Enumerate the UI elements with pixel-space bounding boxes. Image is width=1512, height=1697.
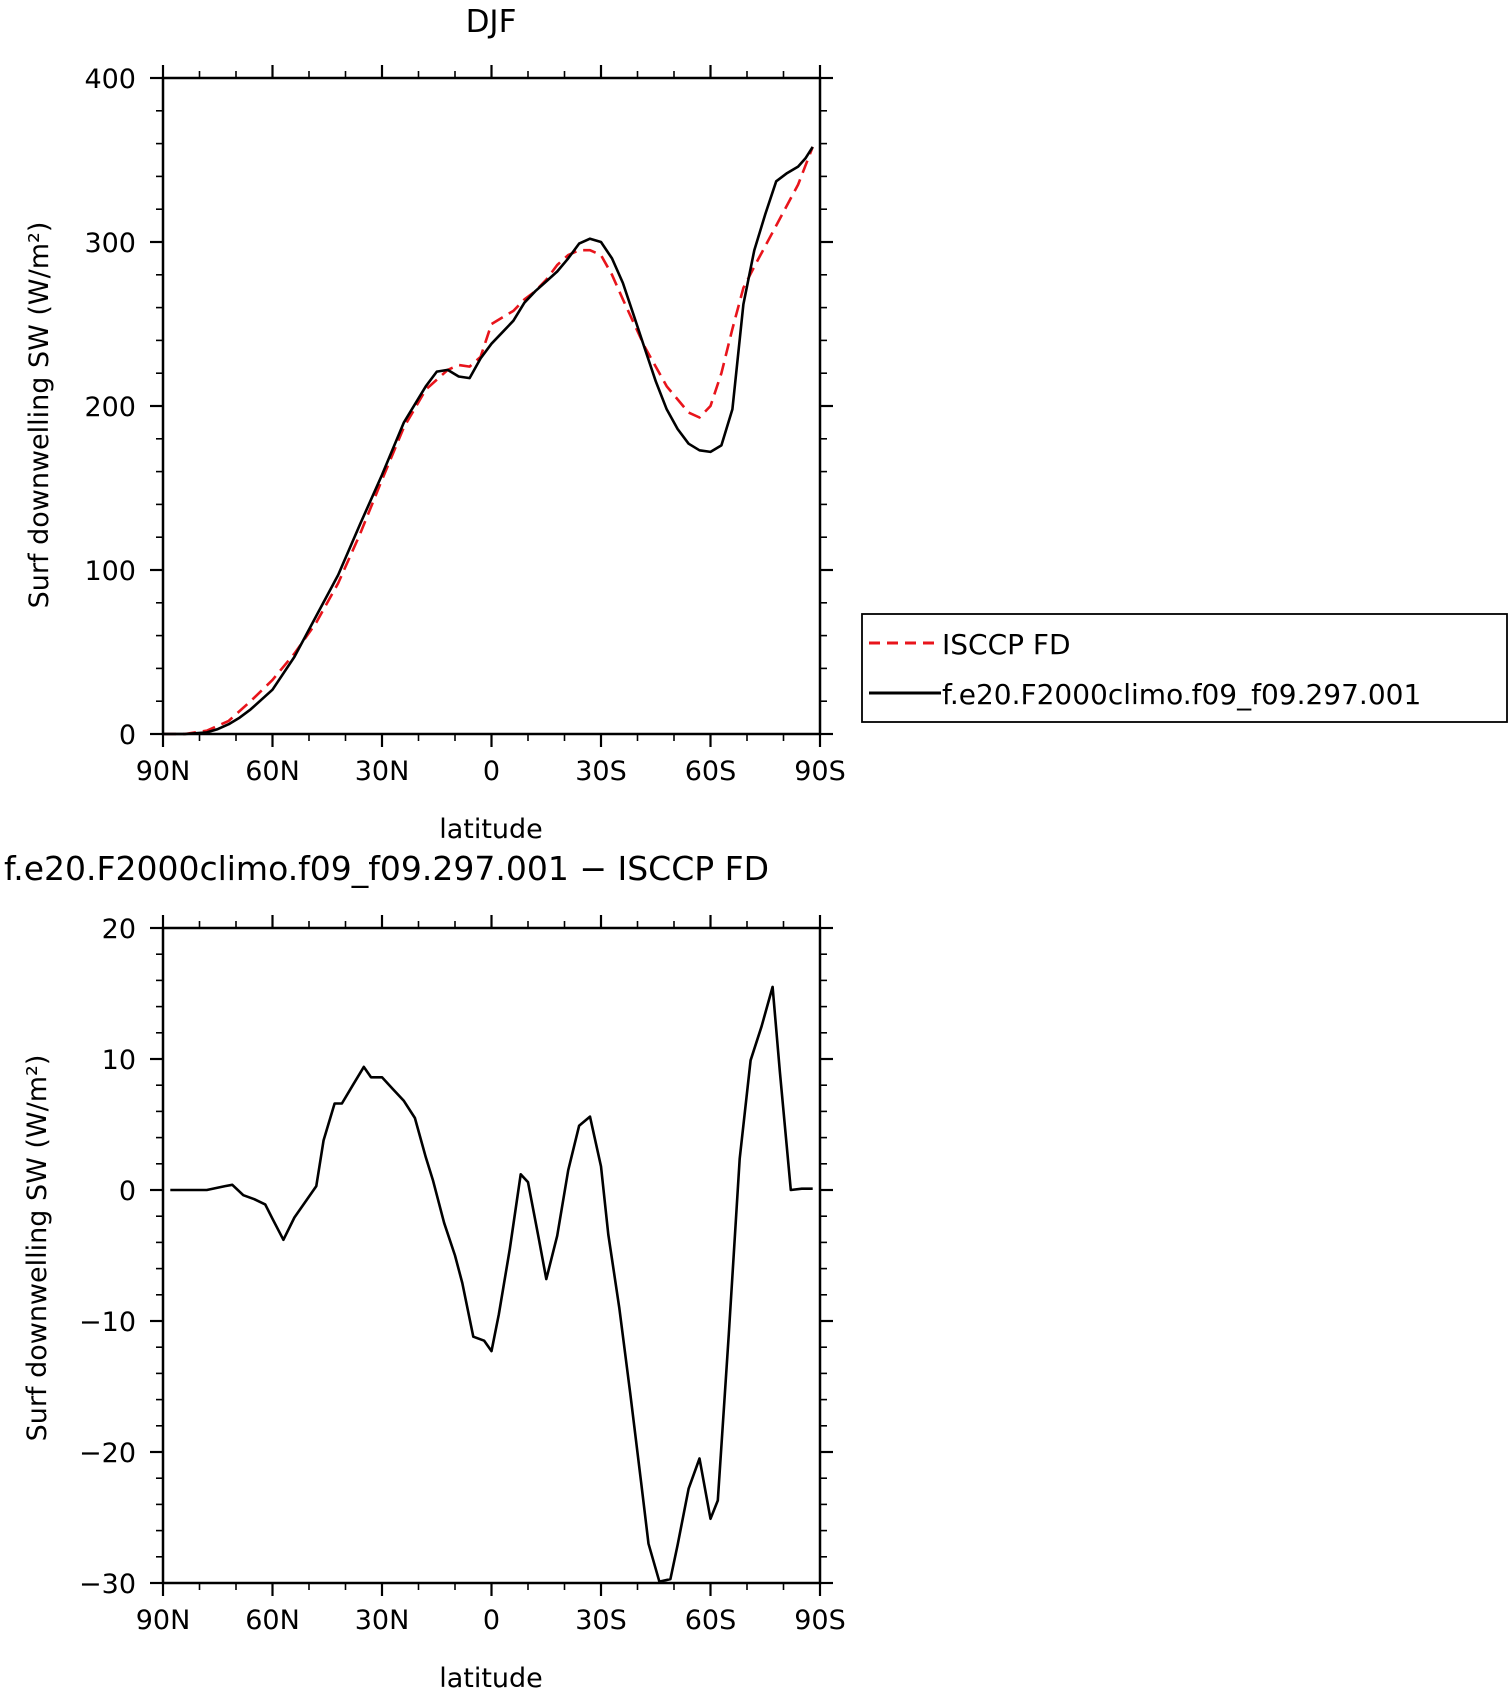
djf-xtick-label: 60N [245, 756, 300, 787]
difference-panel-title: f.e20.F2000climo.f09_f09.297.001 − ISCCP… [4, 849, 769, 888]
difference-xtick-label: 30S [575, 1605, 627, 1636]
legend-label-isccp: ISCCP FD [942, 628, 1071, 661]
legend-label-model: f.e20.F2000climo.f09_f09.297.001 [942, 678, 1421, 711]
djf-panel-series [163, 146, 814, 736]
difference-panel-ticks: 90N 60N 30N 0 30S 60S 90S −30 −20 −10 0 10 20 [79, 914, 846, 1636]
djf-ytick-label: 300 [84, 228, 136, 259]
djf-panel-xlabel: latitude [439, 814, 543, 845]
legend-box [861, 613, 1508, 723]
difference-ytick-label: 0 [119, 1176, 136, 1207]
djf-panel-title: DJF [466, 4, 517, 40]
difference-xtick-label: 0 [483, 1605, 500, 1636]
djf-panel: DJF Surf downwelling SW (W/m²) latitude … [24, 4, 846, 845]
difference-panel-ylabel: Surf downwelling SW (W/m²) [22, 1055, 53, 1442]
difference-ytick-label: 10 [102, 1045, 136, 1076]
difference-series-line-0 [170, 985, 813, 1583]
difference-xtick-label: 30N [355, 1605, 410, 1636]
djf-panel-frame [161, 76, 822, 736]
difference-xtick-label: 60N [245, 1605, 300, 1636]
djf-xtick-label: 90S [794, 756, 846, 787]
difference-xtick-label: 90S [794, 1605, 846, 1636]
djf-xtick-label: 60S [685, 756, 737, 787]
djf-panel-ylabel: Surf downwelling SW (W/m²) [24, 222, 55, 609]
difference-xtick-label: 60S [685, 1605, 737, 1636]
djf-panel-ticks: 90N 60N 30N 0 30S 60S 90S 0 100 200 300 400 [84, 64, 845, 787]
difference-ytick-label: −10 [79, 1307, 136, 1338]
djf-xtick-label: 90N [136, 756, 191, 787]
djf-series-line-0 [163, 146, 814, 736]
djf-xtick-label: 30N [355, 756, 410, 787]
difference-ytick-label: 20 [102, 914, 136, 945]
djf-xtick-label: 30S [575, 756, 627, 787]
djf-series-line-1 [163, 146, 814, 736]
djf-ytick-label: 400 [84, 64, 136, 95]
djf-ytick-label: 200 [84, 392, 136, 423]
difference-panel-xlabel: latitude [439, 1663, 543, 1693]
difference-panel: f.e20.F2000climo.f09_f09.297.001 − ISCCP… [4, 849, 846, 1694]
difference-ytick-label: −30 [79, 1569, 136, 1600]
difference-panel-series [170, 985, 813, 1583]
legend: ISCCP FD f.e20.F2000climo.f09_f09.297.00… [861, 613, 1508, 723]
difference-xtick-label: 90N [136, 1605, 191, 1636]
djf-xtick-label: 0 [483, 756, 500, 787]
difference-ytick-label: −20 [79, 1438, 136, 1469]
djf-ytick-label: 0 [119, 720, 136, 751]
difference-panel-frame [161, 926, 822, 1585]
djf-ytick-label: 100 [84, 556, 136, 587]
